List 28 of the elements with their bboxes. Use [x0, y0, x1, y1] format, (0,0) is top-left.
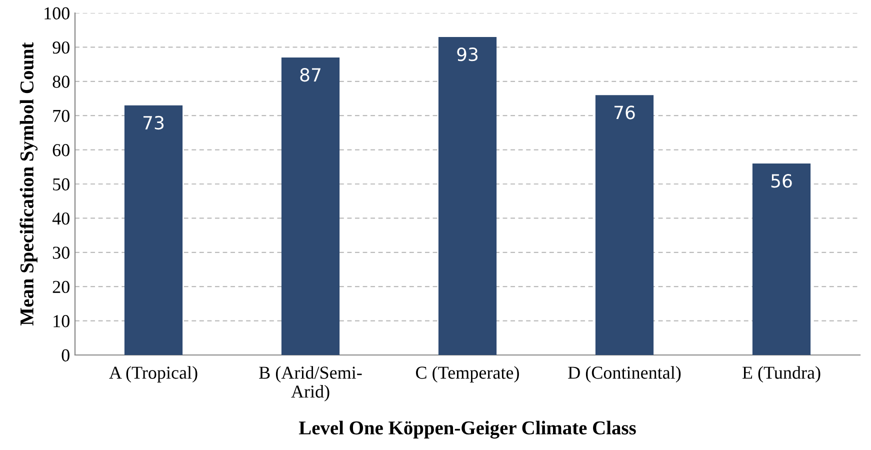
- data-label: 87: [300, 68, 320, 82]
- y-tick-label: 60: [52, 144, 70, 156]
- bar: [438, 36, 497, 355]
- data-label: 73: [143, 116, 164, 130]
- data-label: 56: [771, 174, 792, 188]
- x-tick-label: C (Temperate): [416, 366, 519, 382]
- data-label: 93: [457, 48, 478, 62]
- y-tick-label: 0: [62, 349, 70, 362]
- y-tick-label: 100: [44, 7, 70, 20]
- y-tick-label: 30: [52, 246, 70, 259]
- x-tick-label: A (Tropical): [109, 366, 198, 382]
- y-tick-label: 20: [52, 280, 70, 294]
- bar: [595, 95, 654, 355]
- bar: [752, 163, 811, 355]
- y-tick-label: 80: [52, 76, 70, 88]
- data-label: 76: [614, 106, 635, 120]
- y-tick-label: 40: [52, 212, 70, 225]
- bar: [124, 105, 183, 355]
- bar: [281, 57, 340, 355]
- x-tick-label: D (Continental): [568, 366, 681, 382]
- y-axis-title: Mean Specification Symbol Count: [20, 42, 38, 326]
- x-axis-title: Level One Köppen-Geiger Climate Class: [298, 420, 636, 439]
- y-tick-label: 10: [54, 315, 70, 328]
- y-tick-label: 90: [52, 41, 70, 54]
- y-tick-label: 50: [53, 178, 70, 190]
- x-tick-label: B (Arid/Semi- Arid): [259, 366, 362, 402]
- y-tick-label: 70: [53, 110, 70, 122]
- x-tick-label: E (Tundra): [742, 366, 820, 382]
